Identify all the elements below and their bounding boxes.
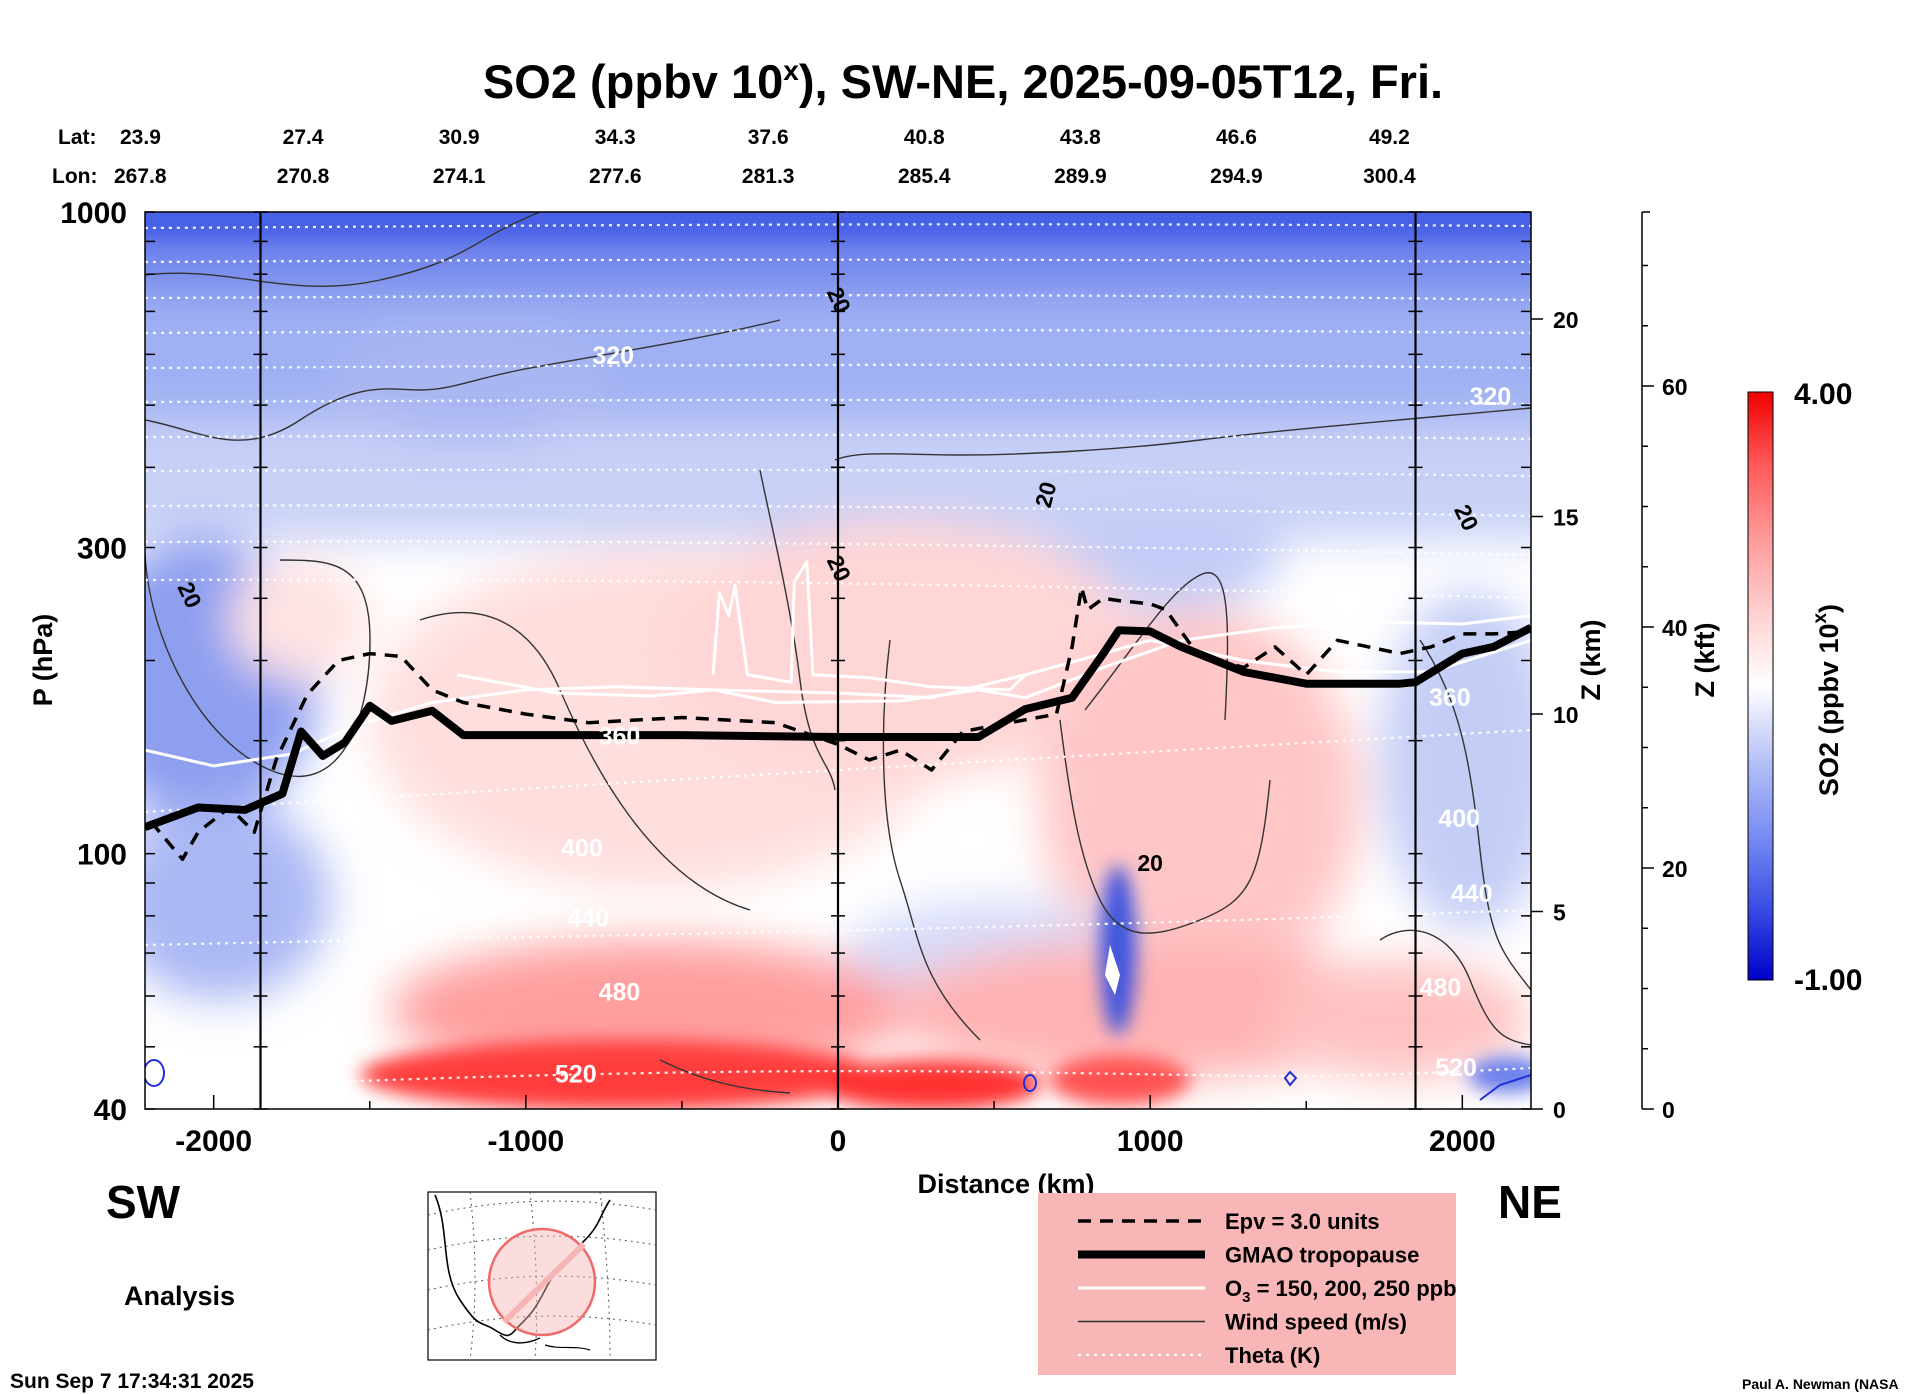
lat-label: 34.3 [595,126,636,149]
epv-contour [149,585,1531,862]
credit: Paul A. Newman (NASA [1742,1376,1899,1392]
lon-label: 270.8 [277,165,330,188]
lon-label: 285.4 [898,165,951,188]
x-tick-label: 1000 [1117,1125,1184,1158]
x-tick-label: 2000 [1429,1125,1496,1158]
theta-label: 320 [592,342,634,370]
theta-label: 360 [599,722,641,750]
x-tick-label: 0 [830,1125,847,1158]
theta-label: 440 [567,904,609,932]
lon-label: 277.6 [589,165,642,188]
theta-label: 400 [1438,805,1480,833]
lon-label: 274.1 [433,165,486,188]
z-km-tick-label: 10 [1553,702,1579,728]
theta-label: 520 [555,1060,597,1088]
timestamp: Sun Sep 7 17:34:31 2025 [10,1370,254,1393]
epv-line [149,585,1531,862]
legend-label: O3 = 150, 200, 250 ppb [1225,1276,1457,1306]
theta-label: 320 [1470,383,1512,411]
theta-label: 480 [1420,974,1462,1002]
y-axis-label: P (hPa) [28,614,58,707]
lat-label: 30.9 [439,126,480,149]
z-kft-tick-label: 0 [1662,1097,1675,1123]
lat-label: 43.8 [1060,126,1101,149]
z-kft-axis-label: Z (kft) [1690,623,1720,698]
z-kft-axis: 0 20 40 60 [1641,211,1688,1123]
colorbar-max-label: 4.00 [1794,378,1852,411]
chart-title: SO2 (ppbv 10x), SW-NE, 2025-09-05T12, Fr… [483,55,1443,108]
so2-field [145,212,1531,1109]
wind-speed-label: 20 [1137,850,1163,876]
z-km-axis-label: Z (km) [1576,620,1606,701]
legend-label: Wind speed (m/s) [1225,1310,1407,1335]
tropopause-line [145,624,1531,831]
station-vertical-lines [253,211,1423,1110]
x-axis: -2000 -1000 0 1000 2000 [175,1095,1496,1158]
lat-lon-labels: 23.9 267.8 27.4 270.8 30.9 274.1 34.3 277.6 37.6… [114,126,1416,188]
wind-speed-contours [145,212,1531,1094]
theta-labels: 520 480 440 400 360 320 520 480 440 400 360 320 [555,342,1511,1089]
theta-contours [145,223,1531,1092]
legend-label: Theta (K) [1225,1343,1320,1368]
lon-label: 294.9 [1210,165,1263,188]
theta-label: 520 [1435,1054,1477,1082]
x-tick-label: -2000 [175,1125,252,1158]
direction-ne: NE [1498,1176,1562,1228]
z-kft-tick-label: 60 [1662,374,1688,400]
legend-label: Epv = 3.0 units [1225,1209,1380,1234]
ozone-contour-200 [456,614,1531,704]
z-km-tick-label: 20 [1553,307,1579,333]
lon-label: 267.8 [114,165,167,188]
z-kft-tick-label: 20 [1662,856,1688,882]
direction-sw: SW [106,1176,181,1228]
lon-label: 300.4 [1363,165,1416,188]
colorbar-label: SO2 (ppbv 10x) [1810,604,1844,796]
theta-label: 440 [1451,880,1493,908]
lat-label: 46.6 [1216,126,1257,149]
lat-label: 37.6 [748,126,789,149]
legend: Epv = 3.0 units GMAO tropopause O3 = 150, … [1078,1209,1457,1368]
colorbar [1747,391,1774,981]
tropopause-contour [145,624,1531,831]
theta-label: 360 [1429,684,1471,712]
ozone-contour-250 [711,560,1027,692]
lat-header-label: Lat: [58,126,97,149]
lat-label: 49.2 [1369,126,1410,149]
z-km-tick-label: 5 [1553,900,1566,926]
inset-map [427,1191,657,1361]
lat-label: 40.8 [904,126,945,149]
lat-label: 27.4 [283,126,324,149]
z-kft-tick-label: 40 [1662,615,1688,641]
y-tick-label: 40 [94,1094,127,1127]
z-km-tick-label: 0 [1553,1097,1566,1123]
lon-header-label: Lon: [52,165,97,188]
z-km-tick-label: 15 [1553,505,1579,531]
theta-label: 480 [599,979,641,1007]
colorbar-min-label: -1.00 [1794,964,1862,997]
y-tick-label: 1000 [60,197,127,230]
y-tick-label: 300 [77,533,127,566]
y-tick-label: 100 [77,839,127,872]
legend-label: GMAO tropopause [1225,1243,1419,1268]
theta-label: 400 [561,834,603,862]
y-axis: 1000 300 100 40 [60,197,1531,1127]
lon-label: 281.3 [742,165,795,188]
x-tick-label: -1000 [487,1125,564,1158]
lat-label: 23.9 [120,126,161,149]
legend-box [1038,1193,1456,1375]
analysis-label: Analysis [124,1281,235,1311]
lon-label: 289.9 [1054,165,1107,188]
z-km-axis: 0 5 10 15 20 [1531,307,1579,1123]
